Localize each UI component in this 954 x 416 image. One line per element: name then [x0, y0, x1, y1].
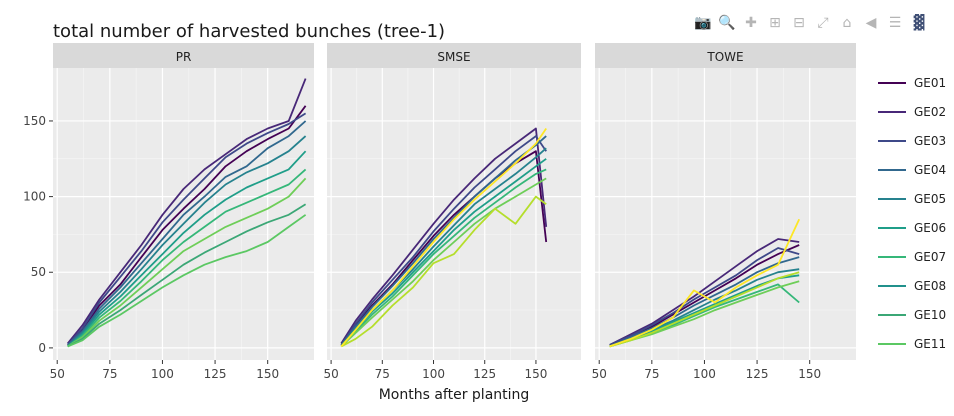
facet-label: TOWE [706, 50, 743, 64]
facet-label: SMSE [437, 50, 470, 64]
series-line-ge10 [609, 271, 800, 348]
y-tick-label: 100 [23, 190, 46, 204]
legend-swatch [878, 314, 906, 316]
legend-swatch [878, 256, 906, 258]
legend-item-ge01[interactable]: GE01 [878, 73, 946, 93]
x-tick-label: 125 [746, 367, 769, 381]
legend-item-ge11[interactable]: GE11 [878, 334, 946, 354]
legend-label: GE07 [914, 250, 947, 264]
panel-smse: SMSE 50 75 100 125 150 [323, 43, 581, 381]
series-line-ge01 [67, 105, 307, 346]
series-line-ge11 [340, 127, 547, 347]
legend-swatch [878, 343, 906, 345]
x-tick-label: 75 [644, 367, 659, 381]
series-line-ge02 [67, 78, 307, 344]
legend-swatch [878, 140, 906, 142]
zoom-in-icon[interactable]: ⊞ [769, 15, 781, 31]
pan-icon[interactable]: ✚ [745, 15, 757, 31]
series-line-ge01 [340, 150, 548, 346]
x-tick-label: 100 [422, 367, 445, 381]
legend-item-ge06[interactable]: GE06 [878, 218, 946, 238]
series-line-ge08 [340, 177, 547, 348]
series-line-ge10 [340, 195, 547, 348]
camera-icon[interactable]: 📷 [694, 15, 712, 31]
series-line-ge02 [609, 238, 800, 346]
legend-label: GE03 [914, 134, 947, 148]
series-line-ge03 [67, 112, 307, 346]
legend-swatch [878, 285, 906, 287]
x-tick-label: 125 [204, 367, 227, 381]
series-line-ge07 [67, 168, 307, 348]
x-tick-label: 150 [256, 367, 279, 381]
x-tick-label: 125 [473, 367, 496, 381]
home-icon[interactable]: ⌂ [842, 15, 852, 31]
legend-label: GE02 [914, 105, 947, 119]
legend-item-ge03[interactable]: GE03 [878, 131, 946, 151]
plot-area [595, 68, 856, 360]
legend-swatch [878, 111, 906, 113]
series-line-ge04 [609, 256, 800, 348]
legend-label: GE01 [914, 76, 947, 90]
y-tick-label: 0 [38, 341, 46, 355]
series-line-ge11 [609, 218, 801, 348]
zoom-out-icon[interactable]: ⊟ [793, 15, 805, 31]
legend-swatch [878, 198, 906, 200]
y-tick-label: 50 [31, 265, 46, 279]
spike-lines-icon[interactable]: ◀ [865, 15, 877, 31]
facet-strip [53, 43, 314, 68]
legend-label: GE05 [914, 192, 947, 206]
legend-label: GE06 [914, 221, 947, 235]
modebar: 📷 🔍 ✚ ⊞ ⊟ ⤢ ⌂ ◀ ☰ ▓ [694, 14, 928, 32]
legend-label: GE11 [914, 337, 947, 351]
facet-strip [327, 43, 581, 68]
chart-title: total number of harvested bunches (tree-… [53, 21, 446, 42]
series-line-ge10 [67, 203, 307, 348]
x-tick-label: 50 [50, 367, 65, 381]
legend-item-ge07[interactable]: GE07 [878, 247, 946, 267]
series-line-ge11 [67, 214, 307, 348]
facet-strip [595, 43, 856, 68]
series-line-ge07 [340, 168, 547, 348]
panel-towe: TOWE 50 75 100 125 150 [592, 43, 856, 381]
plotly-logo-icon[interactable]: ▓ [913, 15, 925, 31]
x-tick-label: 100 [693, 367, 716, 381]
y-tick-label: 150 [23, 114, 46, 128]
series-line-ge02 [340, 127, 548, 344]
x-tick-label: 150 [798, 367, 821, 381]
legend-item-ge04[interactable]: GE04 [878, 160, 946, 180]
legend-swatch [878, 169, 906, 171]
series-line-ge06 [67, 150, 307, 348]
legend-label: GE10 [914, 308, 947, 322]
x-tick-label: 75 [102, 367, 117, 381]
series-line-ge03 [340, 135, 547, 346]
panel-pr: PR 50 75 100 125 150 0 50 100 150 [23, 43, 314, 381]
x-tick-label: 100 [151, 367, 174, 381]
autoscale-icon[interactable]: ⤢ [817, 15, 829, 31]
zoom-icon[interactable]: 🔍 [718, 15, 736, 31]
legend-label: GE04 [914, 163, 947, 177]
legend-item-ge05[interactable]: GE05 [878, 189, 946, 209]
legend-item-ge08[interactable]: GE08 [878, 276, 946, 296]
x-tick-label: 50 [323, 367, 338, 381]
legend-swatch [878, 227, 906, 229]
series-line-ge08 [67, 177, 307, 348]
series-line-ge03 [609, 247, 800, 346]
legend-label: GE08 [914, 279, 947, 293]
facet-label: PR [176, 50, 192, 64]
series-line-ge04 [340, 135, 547, 346]
legend: GE01 GE02 GE03 GE04 GE05 GE06 GE07 GE08 GE10 GE11 [870, 70, 954, 360]
x-tick-label: 50 [592, 367, 607, 381]
series-line-ge04 [67, 120, 307, 346]
legend-item-ge02[interactable]: GE02 [878, 102, 946, 122]
series-line-ge05 [67, 135, 307, 348]
x-tick-label: 75 [375, 367, 390, 381]
x-axis-label: Months after planting [379, 387, 530, 403]
compare-hover-icon[interactable]: ☰ [888, 15, 902, 31]
x-tick-label: 150 [524, 367, 547, 381]
legend-item-ge10[interactable]: GE10 [878, 305, 946, 325]
legend-swatch [878, 82, 906, 84]
